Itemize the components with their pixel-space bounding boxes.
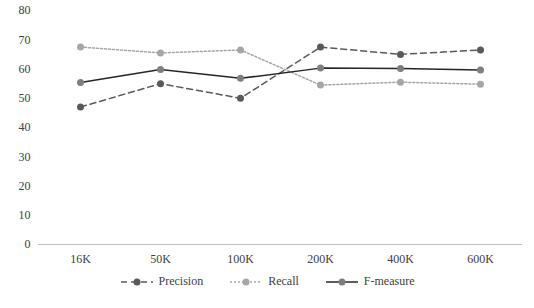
svg-text:60: 60 [19,62,31,76]
svg-text:40: 40 [19,120,31,134]
svg-text:400K: 400K [387,252,414,266]
svg-text:80: 80 [19,3,31,17]
svg-text:50: 50 [19,91,31,105]
html-text:Precision: Precision [158,274,204,288]
svg-text:30: 30 [19,150,31,164]
html-text:F-measure: F-measure [363,274,415,288]
svg-text:100K: 100K [227,252,254,266]
html-text:Recall: Recall [268,274,299,288]
svg-text:50K: 50K [150,252,171,266]
svg-text:600K: 600K [467,252,494,266]
svg-text:10: 10 [19,208,31,222]
svg-text:16K: 16K [70,252,91,266]
svg-text:20: 20 [19,179,31,193]
svg-text:200K: 200K [307,252,334,266]
svg-text:70: 70 [19,33,31,47]
svg-text:0: 0 [25,237,31,251]
